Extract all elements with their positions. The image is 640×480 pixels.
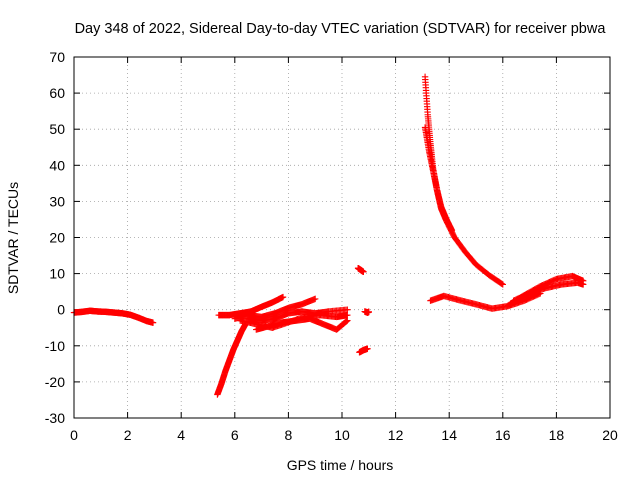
x-tick-label: 0: [70, 427, 78, 443]
data-point: [344, 311, 351, 319]
y-tick-label: 60: [49, 85, 65, 101]
x-tick-label: 14: [441, 427, 457, 443]
y-tick-label: -30: [45, 410, 65, 426]
data-points: [70, 73, 587, 398]
data-point: [365, 308, 372, 316]
x-tick-label: 2: [124, 427, 132, 443]
x-axis-ticks: 0 2 4 6 8 10 12 14 16 18 20: [70, 57, 618, 443]
data-point: [499, 281, 506, 288]
series-arc-late-morning-b: [356, 345, 371, 356]
y-tick-label: 50: [49, 121, 65, 137]
x-tick-label: 10: [334, 427, 350, 443]
data-point: [342, 318, 350, 326]
grid-lines: [74, 57, 610, 418]
x-tick-label: 16: [495, 427, 511, 443]
series-arc-late-morning: [354, 264, 367, 275]
y-tick-label: 20: [49, 230, 65, 246]
data-point: [448, 227, 456, 234]
x-tick-label: 6: [231, 427, 239, 443]
y-axis-label: SDTVAR / TECUs: [5, 182, 21, 294]
y-tick-label: 70: [49, 49, 65, 65]
data-point: [312, 295, 319, 303]
series-arc-early-morning: [70, 307, 157, 326]
y-tick-label: -10: [45, 338, 65, 354]
x-tick-label: 12: [388, 427, 404, 443]
y-axis-ticks: -30 -20 -10 0 10 20 30 40 50 60 70: [45, 49, 610, 426]
series-arc-morning-e: [253, 315, 351, 333]
data-point: [344, 317, 351, 324]
y-tick-label: 0: [57, 302, 65, 318]
x-tick-label: 4: [177, 427, 185, 443]
chart-title: Day 348 of 2022, Sidereal Day-to-day VTE…: [75, 21, 607, 37]
x-tick-label: 8: [285, 427, 293, 443]
data-point: [580, 281, 587, 288]
y-tick-label: 40: [49, 157, 65, 173]
data-point: [364, 345, 371, 352]
series-arc-steep-rise: [214, 320, 249, 398]
x-tick-label: 20: [602, 427, 618, 443]
x-tick-label: 18: [549, 427, 565, 443]
data-point: [343, 317, 350, 325]
data-point: [498, 280, 506, 287]
plot-frame: [73, 56, 611, 419]
series-arc-noon-decay-b: [421, 124, 456, 234]
y-tick-label: -20: [45, 374, 65, 390]
series-arc-late-morning-c: [361, 308, 372, 316]
y-tick-label: 10: [49, 266, 65, 282]
data-point: [279, 293, 287, 301]
x-axis-label: GPS time / hours: [287, 457, 394, 473]
series-arc-evening-b: [510, 279, 587, 304]
data-point: [149, 319, 157, 326]
y-tick-label: 30: [49, 193, 65, 209]
data-point: [344, 306, 351, 313]
data-point: [360, 268, 367, 275]
series-arc-morning-d: [245, 306, 351, 324]
